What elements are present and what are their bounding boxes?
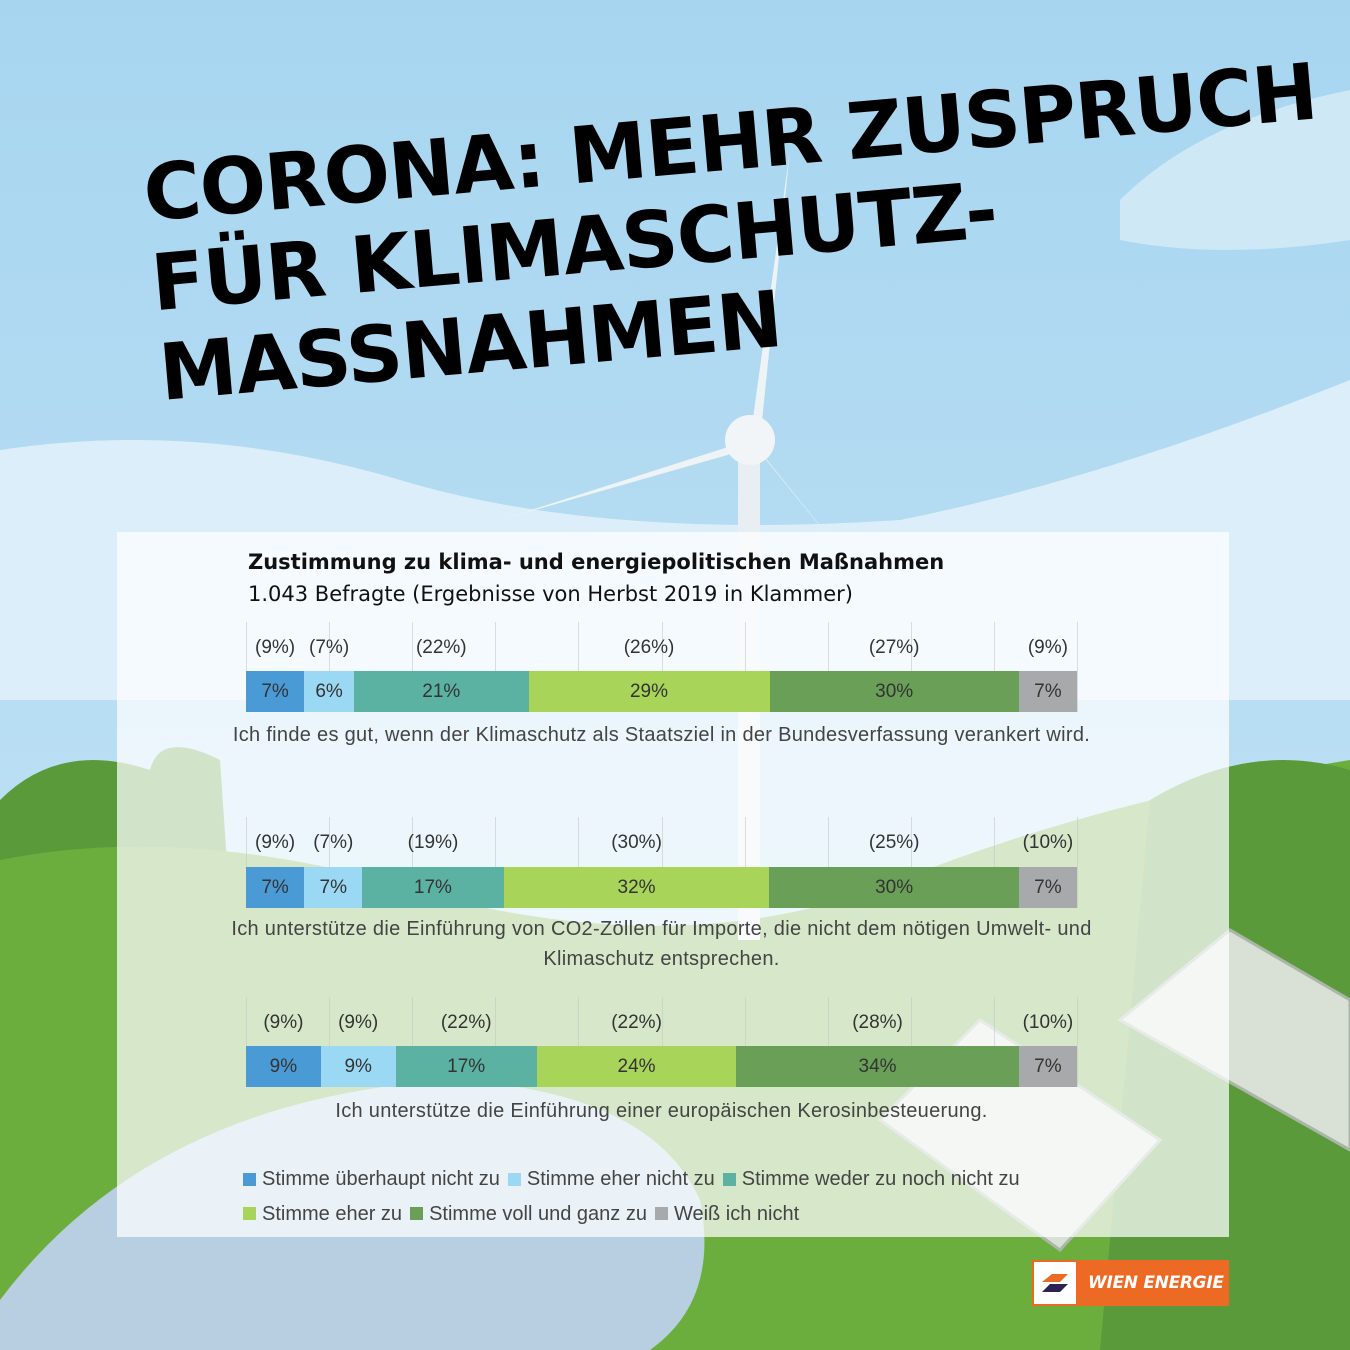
legend-item: Weiß ich nicht (654, 1197, 800, 1231)
bar-segment: 6% (304, 671, 355, 712)
legend-swatch (722, 1172, 736, 1186)
gridline (744, 622, 746, 712)
statement-label: Ich unterstütze die Einführung einer eur… (335, 1100, 988, 1122)
bar-segment: 9% (246, 1046, 321, 1087)
previous-value-label: (26%) (623, 637, 675, 658)
legend-label: Stimme überhaupt nicht zu (262, 1168, 500, 1190)
chart-title: Zustimmung zu klima- und energiepolitisc… (248, 550, 945, 574)
gridline (1077, 817, 1078, 908)
chart-subtitle: 1.043 Befragte (Ergebnisse von Herbst 20… (248, 582, 853, 606)
previous-value-label: (9%) (255, 637, 296, 658)
gridline (1077, 622, 1078, 712)
gridline (661, 622, 663, 712)
legend: Stimme überhaupt nicht zu Stimme eher nic… (243, 1162, 1103, 1231)
legend-item: Stimme eher nicht zu (507, 1162, 715, 1196)
gridline (993, 997, 995, 1087)
previous-value-label: (22%) (415, 637, 467, 658)
previous-value-label: (10%) (1022, 1012, 1074, 1033)
legend-swatch (410, 1207, 424, 1220)
gridline (993, 622, 995, 712)
previous-value-label: (9%) (263, 1012, 304, 1033)
statement-label: Ich unterstütze die Einführung von CO2-Z… (231, 918, 1092, 970)
bar-segment: 7% (246, 671, 305, 712)
gridline (329, 817, 331, 908)
previous-value-label: (9%) (338, 1012, 379, 1033)
bar-segment: 7% (304, 867, 363, 908)
gridline (744, 997, 746, 1087)
legend-item: Stimme eher zu (243, 1197, 402, 1231)
gridline (661, 997, 663, 1087)
gridline (495, 817, 497, 908)
gridline (495, 622, 497, 712)
previous-value-label: (9%) (1027, 637, 1068, 658)
previous-value-label: (25%) (868, 832, 920, 853)
legend-swatch (507, 1172, 521, 1186)
previous-value-label: (19%) (407, 832, 459, 853)
legend-swatch (243, 1172, 256, 1186)
previous-value-label: (9%) (255, 832, 296, 853)
gridline (1077, 997, 1078, 1087)
gridline (412, 817, 414, 908)
bar-segment: 21% (354, 671, 529, 712)
previous-value-label: (22%) (611, 1012, 662, 1033)
bar-segment: 9% (320, 1046, 396, 1087)
bar-segment: 30% (769, 671, 1019, 712)
previous-value-label: (28%) (852, 1012, 903, 1033)
logo-mark-icon (1032, 1260, 1078, 1306)
gridline (246, 997, 247, 1087)
bar-segment: 7% (1018, 671, 1077, 712)
gridline (578, 622, 580, 712)
legend-label: Weiß ich nicht (673, 1202, 800, 1225)
gridline (578, 817, 580, 908)
gridline (827, 817, 829, 908)
bar-segment: 7% (1018, 1046, 1077, 1087)
legend-item: Stimme überhaupt nicht zu (243, 1162, 500, 1196)
gridline (246, 817, 247, 908)
previous-value-label: (30%) (611, 832, 662, 853)
gridline (827, 997, 829, 1087)
gridline (412, 622, 414, 712)
legend-label: Stimme weder zu noch nicht zu (741, 1168, 1020, 1190)
bar-segment: 29% (528, 671, 770, 712)
gridline (661, 817, 663, 908)
gridline (412, 997, 414, 1087)
legend-swatch (654, 1207, 668, 1220)
bar-segment: 17% (395, 1046, 537, 1087)
gridline (993, 817, 995, 908)
gridline (329, 997, 331, 1087)
gridline (329, 622, 331, 712)
bar-segment: 34% (736, 1046, 1019, 1087)
previous-value-label: (22%) (440, 1012, 492, 1033)
legend-label: Stimme eher zu (262, 1202, 403, 1225)
wien-energie-logo: WIEN ENERGIE (1032, 1260, 1229, 1306)
gridline (910, 817, 912, 908)
bar-segment: 30% (769, 867, 1019, 908)
stacked-bar: 7% 6% 21% 29% 30% 7% (246, 671, 1077, 712)
bar-segment: 32% (503, 867, 770, 908)
stacked-bar: 7% 7% 17% 32% 30% 7% (246, 867, 1077, 908)
gridline (744, 817, 746, 908)
bar-segment: 7% (1018, 867, 1077, 908)
bar-segment: 7% (246, 867, 305, 908)
bar-segment: 17% (362, 867, 504, 908)
legend-label: Stimme voll und ganz zu (429, 1202, 647, 1225)
gridline (246, 622, 247, 712)
previous-value-label: (10%) (1022, 832, 1074, 853)
gridline (578, 997, 580, 1087)
stacked-bar: 9% 9% 17% 24% 34% 7% (246, 1046, 1077, 1087)
legend-item: Stimme voll und ganz zu (410, 1197, 647, 1231)
legend-item: Stimme weder zu noch nicht zu (722, 1162, 1020, 1196)
gridline (495, 997, 497, 1087)
gridline (910, 622, 912, 712)
legend-label: Stimme eher nicht zu (526, 1168, 715, 1190)
legend-swatch (243, 1207, 256, 1220)
previous-value-label: (27%) (868, 637, 920, 658)
logo-text: WIEN ENERGIE (1088, 1273, 1224, 1293)
gridline (827, 622, 829, 712)
gridline (910, 997, 912, 1087)
previous-value-label: (7%) (309, 637, 350, 658)
previous-value-label: (7%) (313, 832, 354, 853)
statement-label: Ich finde es gut, wenn der Klimaschutz a… (232, 724, 1091, 746)
bar-segment: 24% (536, 1046, 737, 1087)
